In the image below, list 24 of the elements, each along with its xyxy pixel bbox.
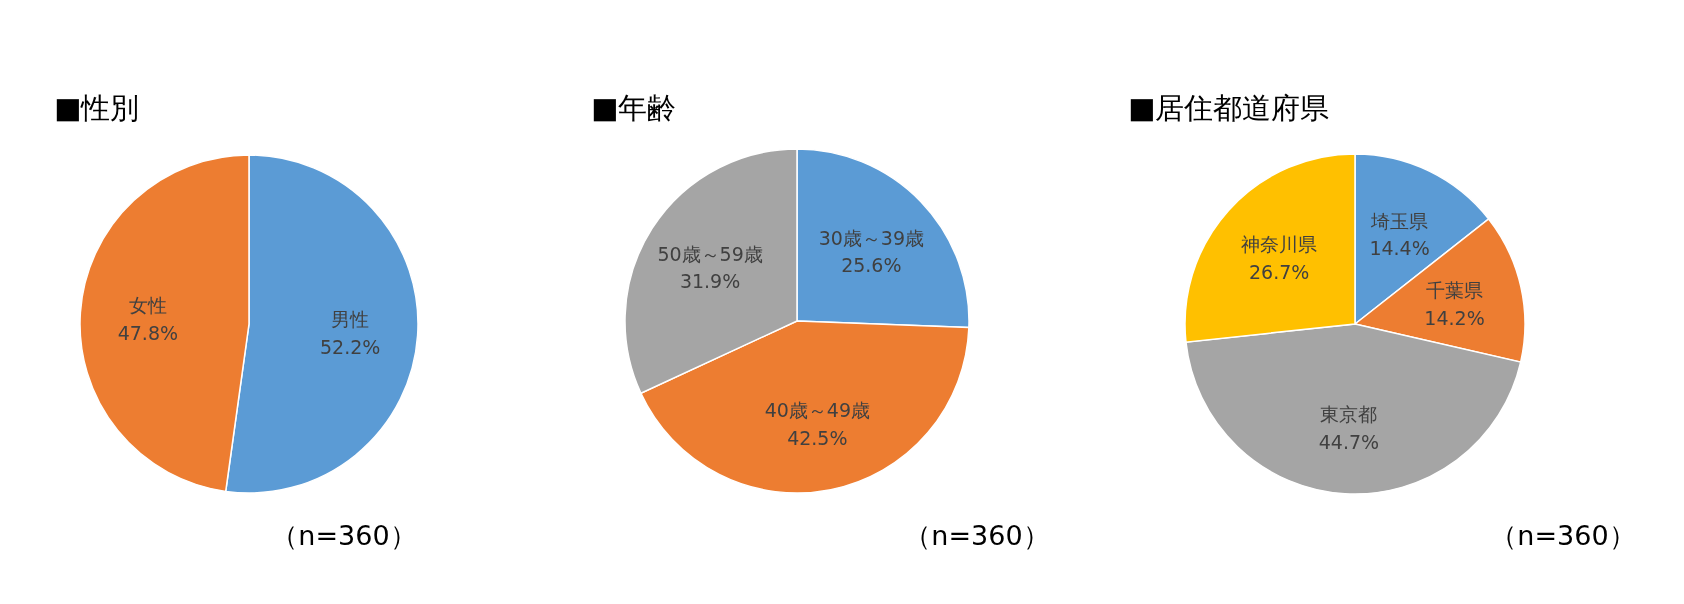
data-label: 52.2% [319,335,381,358]
data-label: 42.5% [787,426,848,449]
chart-title: ■居住都道府県 [1128,91,1330,125]
slice-label: 東京都 [1320,403,1378,426]
data-label: 14.4% [1369,237,1430,260]
chart-title: ■性別 [54,91,140,125]
data-label: 14.2% [1424,306,1485,329]
slice-label: 埼玉県 [1370,209,1429,232]
slice-label: 40歳～49歳 [764,399,870,422]
slice-label: 神奈川県 [1241,233,1318,256]
slice-label: 女性 [128,294,167,317]
chart-title: ■年齢 [591,91,677,125]
slice-label: 男性 [331,308,370,331]
text: （n=360） [1490,520,1636,551]
data-label: 31.9% [679,270,741,293]
data-label: 25.6% [841,254,902,277]
text: （n=360） [904,520,1050,551]
data-label: 44.7% [1318,430,1380,453]
data-label: 26.7% [1248,260,1310,283]
slice-label: 千葉県 [1426,279,1484,301]
slice-label: 30歳～39歳 [818,226,925,249]
slice-label: 50歳～59歳 [657,242,763,265]
data-label: 47.8% [117,321,179,344]
text: （n=360） [271,520,417,551]
